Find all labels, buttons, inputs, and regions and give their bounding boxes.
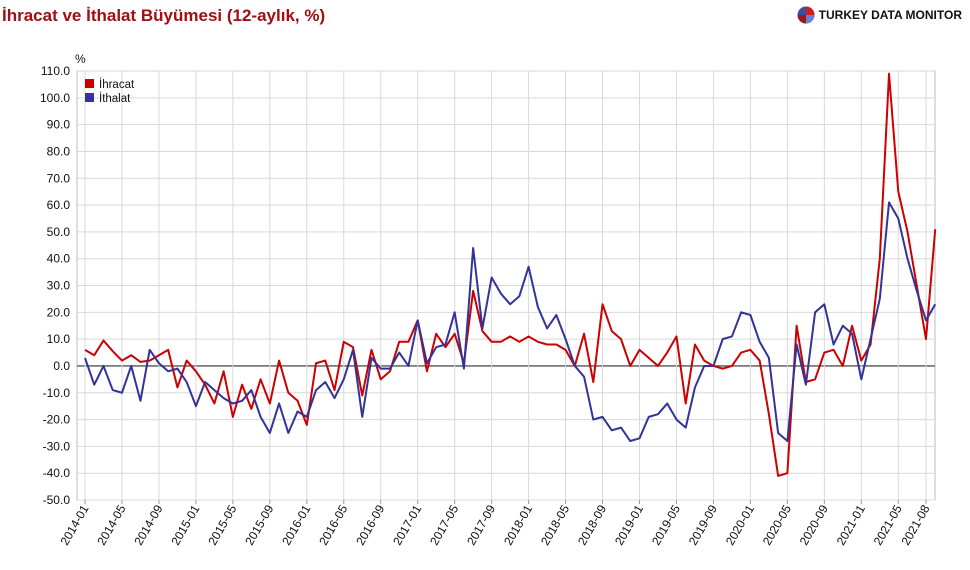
series-line xyxy=(84,201,937,443)
x-tick-label: 2018-05 xyxy=(538,502,572,547)
y-tick-label: 0.0 xyxy=(53,359,70,373)
y-tick-label: -40.0 xyxy=(43,466,71,480)
globe-logo-icon xyxy=(797,6,815,24)
x-tick-label: 2018-09 xyxy=(575,502,609,547)
grid-layer xyxy=(76,70,936,501)
y-tick-label: 60.0 xyxy=(47,198,71,212)
x-tick-label: 2014-01 xyxy=(57,502,91,547)
x-tick-label: 2018-01 xyxy=(501,502,535,547)
x-tick-label: 2017-05 xyxy=(427,502,461,547)
y-tick-label: -10.0 xyxy=(43,386,71,400)
y-tick-label: 90.0 xyxy=(47,118,71,132)
y-tick-label: 50.0 xyxy=(47,225,71,239)
y-tick-label: -30.0 xyxy=(43,439,71,453)
y-unit-label: % xyxy=(75,52,86,66)
x-tick-label: 2020-05 xyxy=(760,502,794,547)
x-tick-label: 2020-01 xyxy=(723,502,757,547)
legend-swatch xyxy=(85,79,94,88)
x-tick-label: 2015-05 xyxy=(205,502,239,547)
series-line xyxy=(84,72,937,477)
y-tick-label: 20.0 xyxy=(47,305,71,319)
y-tick-label: -50.0 xyxy=(43,493,71,507)
x-tick-label: 2016-09 xyxy=(353,502,387,547)
y-axis: 110.0 100.0 90.0 80.0 70.0 60.0 50.0 40.0 30.0 20… xyxy=(40,52,86,507)
y-tick-label: 70.0 xyxy=(47,171,71,185)
x-tick-label: 2015-01 xyxy=(168,502,202,547)
legend-label: İthalat xyxy=(99,92,131,105)
x-tick-label: 2014-05 xyxy=(94,502,128,547)
y-tick-label: 80.0 xyxy=(47,144,71,158)
legend-label: İhracat xyxy=(99,78,135,91)
y-tick-label: 30.0 xyxy=(47,279,71,293)
x-tick-label: 2021-01 xyxy=(834,502,868,547)
x-tick-label: 2019-09 xyxy=(686,502,720,547)
brand-name: TURKEY DATA MONITOR xyxy=(818,8,962,22)
x-tick-label: 2014-09 xyxy=(131,502,165,547)
y-tick-label: 40.0 xyxy=(47,252,71,266)
x-axis: 2014-01 2014-05 2014-09 2015-01 2015-05 2015-… xyxy=(57,500,933,548)
legend-swatch xyxy=(85,93,94,102)
x-tick-label: 2019-05 xyxy=(649,502,683,547)
brand-logo: TURKEY DATA MONITOR xyxy=(797,6,962,24)
y-tick-label: -20.0 xyxy=(43,413,71,427)
chart-title: İhracat ve İthalat Büyümesi (12-aylık, %… xyxy=(2,6,326,25)
series-layer xyxy=(84,72,937,477)
x-tick-label: 2019-01 xyxy=(612,502,646,547)
x-tick-label: 2016-01 xyxy=(279,502,313,547)
x-tick-label: 2020-09 xyxy=(797,502,831,547)
x-tick-label: 2015-09 xyxy=(242,502,276,547)
x-tick-label: 2017-01 xyxy=(390,502,424,547)
y-tick-label: 100.0 xyxy=(40,91,70,105)
x-tick-label: 2016-05 xyxy=(316,502,350,547)
x-tick-label: 2017-09 xyxy=(464,502,498,547)
y-tick-label: 110.0 xyxy=(41,64,70,78)
y-tick-label: 10.0 xyxy=(47,332,71,346)
